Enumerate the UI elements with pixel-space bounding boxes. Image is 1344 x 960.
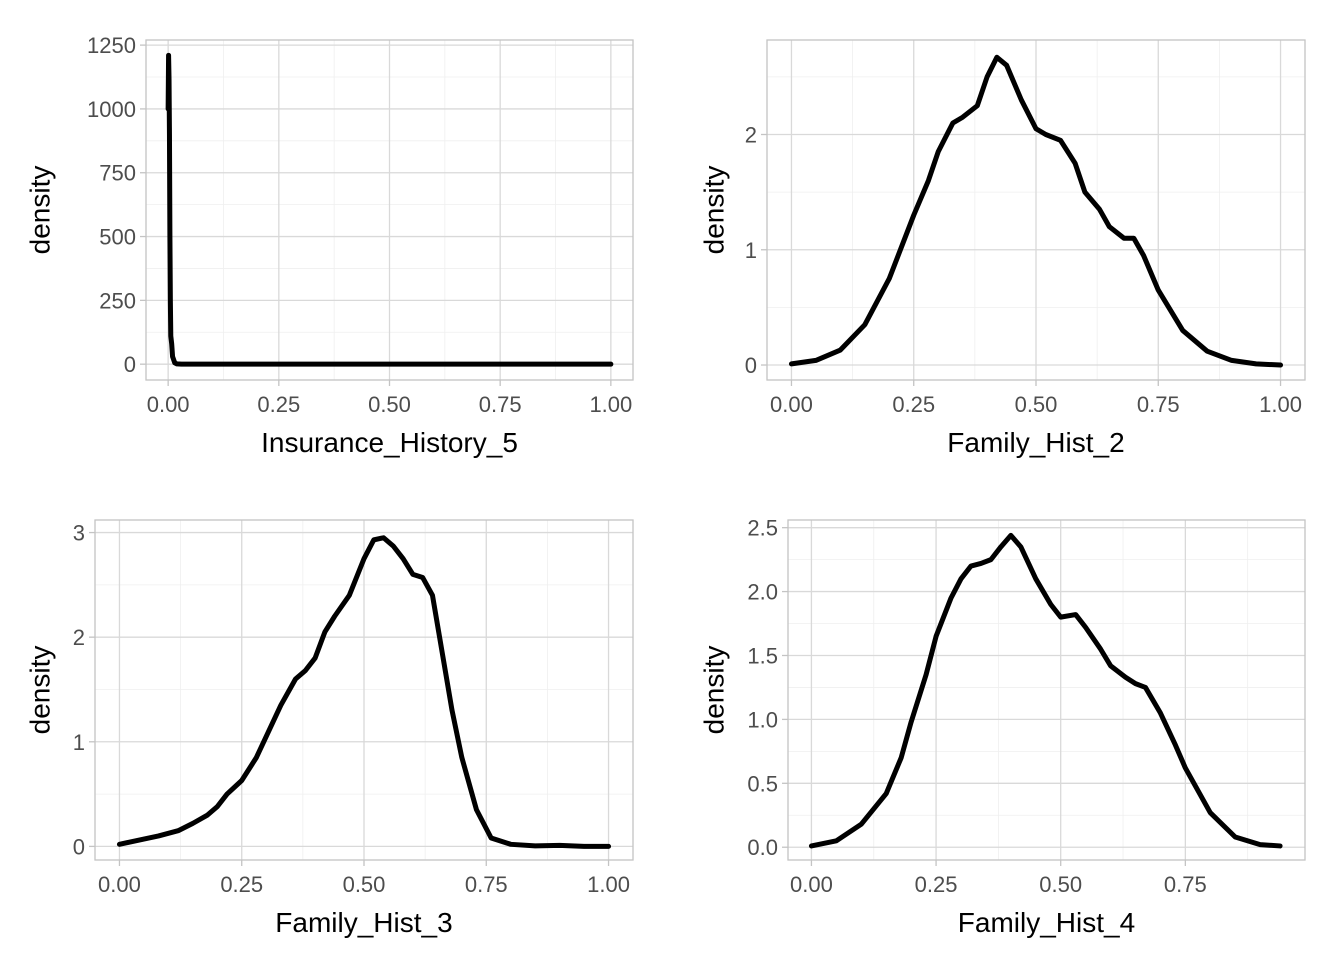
y-tick-label: 0 [124, 352, 136, 377]
y-axis-title: density [24, 166, 55, 255]
x-axis-title: Family_Hist_2 [947, 427, 1124, 458]
y-tick-label: 1 [745, 238, 757, 263]
y-tick-label: 500 [99, 225, 136, 250]
x-tick-label: 0.75 [479, 392, 522, 417]
density-curve [808, 532, 1283, 849]
y-tick-label: 0 [73, 834, 85, 859]
panel-border [145, 39, 634, 381]
x-tick-label: 0.00 [790, 872, 833, 897]
y-tick-label: 0.5 [747, 771, 778, 796]
y-tick-label: 3 [73, 521, 85, 546]
x-tick-label: 1.00 [1259, 392, 1302, 417]
y-tick-label: 1250 [87, 33, 136, 58]
panel-border [94, 519, 634, 861]
y-axis-title: density [24, 646, 55, 735]
x-axis-title: Family_Hist_4 [958, 907, 1135, 938]
x-tick-label: 0.00 [147, 392, 190, 417]
x-tick-label: 0.50 [368, 392, 411, 417]
x-tick-label: 0.75 [465, 872, 508, 897]
density-curve [116, 535, 612, 849]
y-tick-label: 1000 [87, 97, 136, 122]
x-tick-label: 0.50 [1039, 872, 1082, 897]
y-axis-title: density [698, 166, 729, 255]
y-tick-label: 2.0 [747, 580, 778, 605]
y-tick-label: 2 [73, 625, 85, 650]
y-tick-label: 1.0 [747, 707, 778, 732]
density-curve [788, 54, 1284, 368]
x-tick-label: 0.75 [1137, 392, 1180, 417]
density-panel-4: 0.00 0.25 0.50 0.75 0.0 0.5 1.0 1.5 2.0 2.5 Family… [698, 516, 1306, 938]
panel-border [766, 39, 1306, 381]
x-tick-label: 0.25 [892, 392, 935, 417]
x-tick-label: 0.00 [98, 872, 141, 897]
density-panel-1: 0.00 0.25 0.50 0.75 1.00 0 250 500 750 1000 1250 In… [24, 33, 634, 458]
x-tick-label: 0.75 [1164, 872, 1207, 897]
density-panel-2: 0.00 0.25 0.50 0.75 1.00 0 1 2 Family_Hist_2 dens… [698, 39, 1306, 458]
y-tick-label: 2 [745, 123, 757, 148]
y-tick-label: 1.5 [747, 643, 778, 668]
y-tick-label: 0 [745, 353, 757, 378]
x-tick-label: 0.50 [1015, 392, 1058, 417]
x-axis-title: Insurance_History_5 [261, 427, 518, 458]
panel-border [787, 519, 1306, 861]
x-tick-label: 0.00 [770, 392, 813, 417]
y-tick-label: 750 [99, 161, 136, 186]
x-axis-title: Family_Hist_3 [275, 907, 452, 938]
x-tick-label: 1.00 [589, 392, 632, 417]
density-curve [165, 52, 614, 367]
x-tick-label: 1.00 [587, 872, 630, 897]
x-tick-label: 0.50 [343, 872, 386, 897]
y-tick-label: 250 [99, 288, 136, 313]
x-tick-label: 0.25 [915, 872, 958, 897]
density-panel-3: 0.00 0.25 0.50 0.75 1.00 0 1 2 3 Family_Hist_3 den… [24, 519, 634, 938]
x-tick-label: 0.25 [257, 392, 300, 417]
y-tick-label: 0.0 [747, 835, 778, 860]
x-tick-label: 0.25 [220, 872, 263, 897]
y-axis-title: density [698, 646, 729, 735]
y-tick-label: 2.5 [747, 516, 778, 541]
y-tick-label: 1 [73, 730, 85, 755]
